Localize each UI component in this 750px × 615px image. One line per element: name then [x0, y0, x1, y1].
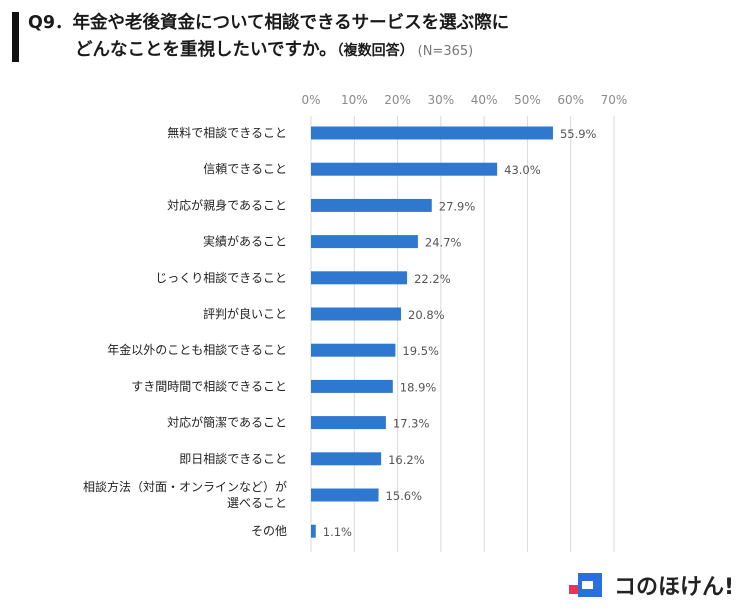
data-label: 16.2% — [388, 453, 425, 467]
category-label: 実績があること — [203, 234, 287, 249]
data-label: 55.9% — [560, 127, 597, 141]
x-tick-label: 40% — [471, 93, 498, 107]
logo-white-notch — [581, 581, 593, 589]
bar-10 — [311, 488, 379, 502]
title-line-2: どんなことを重視したいですか。（複数回答） (N=365) — [28, 37, 509, 65]
category-label: 対応が簡潔であること — [167, 415, 287, 430]
data-label: 15.6% — [386, 489, 423, 503]
bar-7 — [311, 379, 393, 393]
category-label: じっくり相談できること — [155, 270, 287, 285]
logo-mark-icon — [568, 573, 602, 597]
category-label: 信頼できること — [203, 162, 287, 176]
data-label: 19.5% — [402, 344, 439, 358]
category-label: その他 — [251, 524, 287, 538]
data-label: 20.8% — [408, 308, 445, 322]
category-label: 年金以外のことも相談できること — [107, 342, 287, 357]
data-label: 27.9% — [439, 199, 476, 213]
logo-text: コのほけん! — [613, 575, 734, 600]
x-tick-label: 10% — [341, 93, 368, 107]
category-label: 評判が良いこと — [203, 306, 287, 321]
x-tick-label: 0% — [301, 93, 320, 107]
data-label: 43.0% — [504, 163, 541, 177]
x-tick-label: 70% — [601, 93, 628, 107]
data-label: 17.3% — [393, 417, 430, 431]
bar-4 — [311, 271, 408, 285]
sample-size: (N=365) — [417, 44, 474, 59]
title-multiple-answer: （複数回答） — [336, 43, 414, 59]
bar-1 — [311, 162, 498, 176]
bar-2 — [311, 198, 432, 212]
brand-logo: コのほけん! — [566, 569, 734, 601]
bar-5 — [311, 307, 402, 321]
x-tick-label: 50% — [514, 93, 541, 107]
category-label: 即日相談できること — [179, 451, 287, 466]
title-accent-bar — [12, 12, 19, 62]
bar-9 — [311, 452, 382, 466]
data-label: 24.7% — [425, 236, 462, 250]
data-label: 18.9% — [400, 380, 437, 394]
category-label: 対応が親身であること — [167, 197, 287, 212]
bar-8 — [311, 416, 386, 430]
category-label: 選べること — [227, 496, 287, 510]
title-line-1: Q9．年金や老後資金について相談できるサービスを選ぶ際に — [28, 13, 510, 33]
bar-6 — [311, 343, 396, 357]
x-tick-label: 20% — [384, 93, 411, 107]
x-tick-label: 30% — [428, 93, 455, 107]
chart-title: Q9．年金や老後資金について相談できるサービスを選ぶ際に どんなことを重視したい… — [28, 10, 509, 65]
bar-3 — [311, 235, 418, 249]
bar-11 — [311, 524, 316, 538]
data-label: 1.1% — [323, 525, 352, 539]
category-label: 相談方法（対面・オンラインなど）が — [83, 479, 287, 494]
bar-0 — [311, 126, 553, 140]
data-label: 22.2% — [414, 272, 451, 286]
logo-red-square — [568, 585, 578, 594]
category-label: 無料で相談できること — [167, 125, 287, 140]
title-question: どんなことを重視したいですか。 — [75, 40, 337, 60]
category-label: すき間時間で相談できること — [131, 378, 287, 393]
x-tick-label: 60% — [557, 93, 584, 107]
